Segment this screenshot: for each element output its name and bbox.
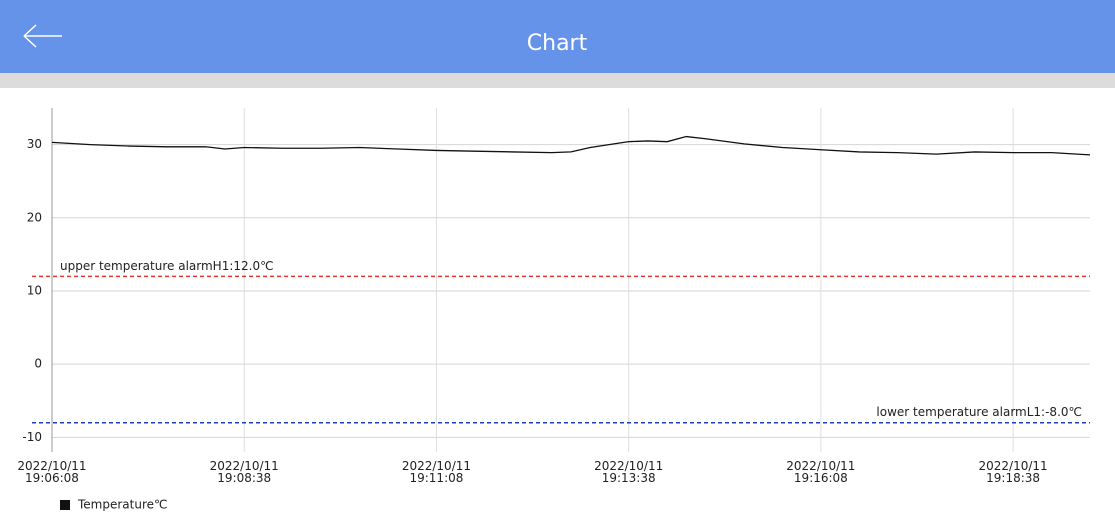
back-button[interactable] <box>23 24 62 48</box>
y-tick-label: 30 <box>27 137 42 151</box>
alarm-label: lower temperature alarmL1:-8.0℃ <box>876 405 1082 419</box>
y-tick-label: 20 <box>27 210 42 224</box>
page-title: Chart <box>527 31 588 56</box>
y-tick-label: 10 <box>27 283 42 297</box>
x-tick-label: 2022/10/11 19:13:38 <box>594 459 664 485</box>
x-tick-label: 2022/10/11 19:06:08 <box>17 459 87 485</box>
legend-swatch <box>60 500 70 510</box>
x-tick-label: 2022/10/11 19:08:38 <box>209 459 279 485</box>
x-tick-label: 2022/10/11 19:18:38 <box>978 459 1048 485</box>
app-bar <box>0 0 1115 73</box>
alarm-label: upper temperature alarmH1:12.0℃ <box>60 259 274 273</box>
legend-label: Temperature℃ <box>77 498 168 512</box>
y-tick-label: -10 <box>22 430 42 444</box>
x-tick-label: 2022/10/11 19:16:08 <box>786 459 856 485</box>
divider <box>0 73 1115 88</box>
y-tick-label: 0 <box>34 357 42 371</box>
data-line <box>51 135 1091 156</box>
x-tick-label: 2022/10/11 19:11:08 <box>401 459 472 485</box>
